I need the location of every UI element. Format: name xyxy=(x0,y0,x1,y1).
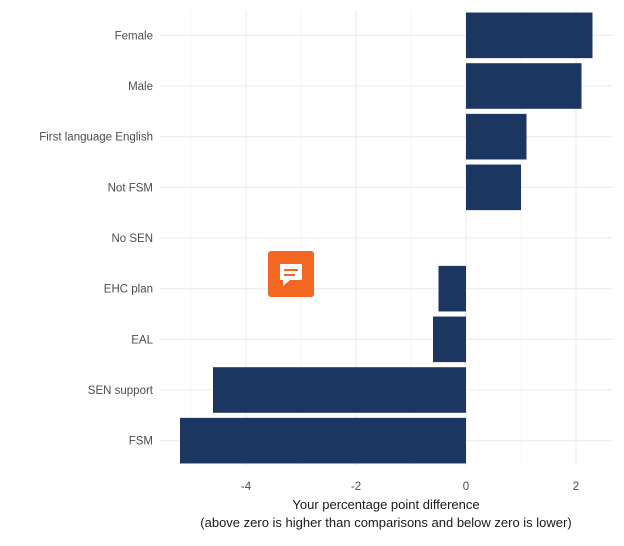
bar xyxy=(466,63,582,109)
category-label: First language English xyxy=(39,132,153,144)
category-label: No SEN xyxy=(111,233,153,245)
bar xyxy=(180,417,466,464)
x-tick-label: -4 xyxy=(241,481,252,493)
category-label: FSM xyxy=(129,436,153,448)
category-label: Female xyxy=(115,30,153,42)
x-tick-label: 0 xyxy=(463,481,469,493)
x-tick-label: 2 xyxy=(573,481,579,493)
category-label: EHC plan xyxy=(104,284,153,296)
x-tick-label: -2 xyxy=(351,481,361,493)
category-label: Not FSM xyxy=(108,182,153,194)
category-label: SEN support xyxy=(88,385,154,397)
category-label: EAL xyxy=(131,334,153,346)
x-axis-title-line1: Your percentage point difference xyxy=(292,497,479,512)
bar xyxy=(438,265,466,312)
comment-button[interactable] xyxy=(268,251,314,297)
comment-icon xyxy=(280,264,302,286)
x-axis-title-line2: (above zero is higher than comparisons a… xyxy=(200,515,571,530)
x-tick-labels: -4 -2 0 2 xyxy=(241,481,579,493)
category-label: Male xyxy=(128,81,153,93)
category-labels: Female Male First language English Not FSM N… xyxy=(39,30,154,447)
bars xyxy=(180,12,593,464)
bar xyxy=(433,316,466,363)
bar xyxy=(466,12,593,59)
bar xyxy=(466,113,527,160)
bar xyxy=(213,367,466,413)
bar xyxy=(466,164,521,211)
